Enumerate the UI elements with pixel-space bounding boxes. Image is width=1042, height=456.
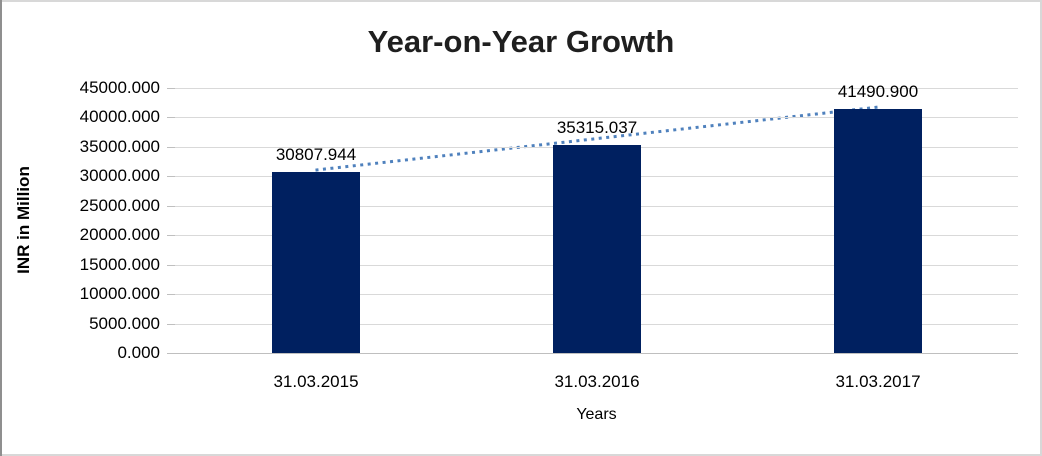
data-label: 30807.944 xyxy=(275,145,357,164)
y-tick-label: 45000.000 xyxy=(79,78,160,97)
y-tick-mark xyxy=(167,265,175,266)
x-axis-title: Years xyxy=(576,406,617,423)
y-tick-label: 0.000 xyxy=(117,343,160,362)
y-tick-mark xyxy=(167,324,175,325)
y-tick-label: 15000.000 xyxy=(79,255,160,274)
y-axis-title-text: INR in Million xyxy=(14,166,33,274)
y-tick-mark xyxy=(167,147,175,148)
y-tick-mark xyxy=(167,294,175,295)
y-tick-mark xyxy=(167,117,175,118)
gridline xyxy=(175,117,1018,118)
y-tick-mark xyxy=(167,206,175,207)
gridline xyxy=(175,88,1018,89)
x-tick-label: 31.03.2015 xyxy=(273,372,359,391)
y-tick-mark xyxy=(167,353,175,354)
y-tick-mark xyxy=(167,88,175,89)
y-tick-label: 25000.000 xyxy=(79,196,160,215)
y-tick-label: 10000.000 xyxy=(79,284,160,303)
bar xyxy=(834,109,922,353)
x-tick-label: 31.03.2017 xyxy=(835,372,921,391)
x-tick-label: 31.03.2016 xyxy=(554,372,640,391)
y-tick-label: 20000.000 xyxy=(79,225,160,244)
bar xyxy=(272,172,360,353)
y-tick-label: 35000.000 xyxy=(79,137,160,156)
y-tick-label: 30000.000 xyxy=(79,166,160,185)
y-tick-mark xyxy=(167,176,175,177)
chart-title: Year-on-Year Growth xyxy=(367,24,675,59)
x-axis-line xyxy=(175,353,1018,354)
y-tick-label: 40000.000 xyxy=(79,107,160,126)
y-tick-label: 5000.000 xyxy=(89,314,160,333)
bar xyxy=(553,145,641,353)
data-label: 41490.900 xyxy=(837,82,919,101)
data-label: 35315.037 xyxy=(556,118,638,137)
chart-left-border xyxy=(0,0,2,456)
y-tick-mark xyxy=(167,235,175,236)
